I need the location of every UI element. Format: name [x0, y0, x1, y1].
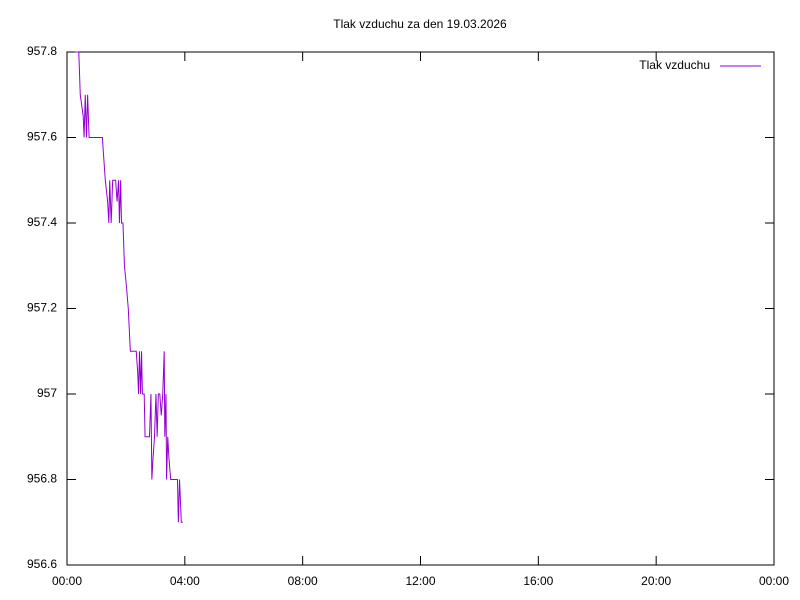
y-tick-label: 957.2 [27, 301, 57, 315]
y-tick-label: 957 [37, 386, 57, 400]
x-tick-label: 16:00 [523, 574, 553, 588]
x-tick-label: 12:00 [405, 574, 435, 588]
x-tick-label: 08:00 [288, 574, 318, 588]
y-tick-label: 957.6 [27, 130, 57, 144]
legend-label: Tlak vzduchu [639, 58, 710, 72]
plot-frame [66, 51, 775, 566]
y-tick-label: 956.6 [27, 557, 57, 571]
chart-title: Tlak vzduchu za den 19.03.2026 [333, 17, 507, 31]
y-tick-label: 957.4 [27, 215, 57, 229]
x-tick-label: 04:00 [170, 574, 200, 588]
data-line [74, 51, 183, 523]
y-tick-label: 956.8 [27, 472, 57, 486]
x-tick-label: 20:00 [641, 574, 671, 588]
x-tick-label: 00:00 [759, 574, 789, 588]
x-tick-label: 00:00 [52, 574, 82, 588]
y-tick-label: 957.8 [27, 44, 57, 58]
